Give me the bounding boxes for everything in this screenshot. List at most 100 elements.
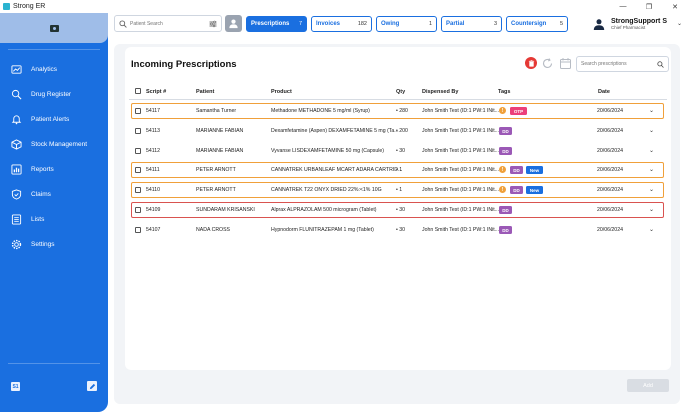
column-header-script[interactable]: Script # [146,89,167,95]
cell-date: 20/06/2024 [597,108,623,114]
table-row[interactable]: 54113 MARIANNE FABIAN Dexamfetamine (Asp… [131,123,664,139]
cell-date: 20/06/2024 [597,148,623,154]
prescription-search-box[interactable] [576,56,669,72]
table-row[interactable]: 54107 NADA CROSS Hypnodorm FLUNITRAZEPAM… [131,222,664,238]
chevron-down-icon[interactable]: ⌄ [649,207,655,213]
tab-label: Invoices [316,21,341,27]
chevron-down-icon[interactable]: ⌄ [649,108,655,114]
delete-button[interactable] [525,57,537,69]
sidebar-item-label: Lists [31,216,45,223]
tab-label: Prescriptions [251,21,290,27]
tab-partial[interactable]: Partial 3 [441,16,502,32]
column-header-patient[interactable]: Patient [196,89,215,95]
sidebar-header[interactable] [0,13,108,43]
camera-icon [49,24,59,32]
header-divider [129,99,667,100]
add-button[interactable]: Add [627,379,669,392]
cell-qty: • 30 [396,207,406,213]
close-button[interactable]: ✕ [672,3,678,11]
tag-dd: DD [499,127,512,135]
column-header-date[interactable]: Date [598,89,610,95]
row-checkbox[interactable] [135,148,141,154]
sidebar-item-lists[interactable]: Lists [0,207,108,232]
tab-invoices[interactable]: Invoices 182 [311,16,372,32]
sidebar-item-settings[interactable]: Settings [0,232,108,257]
chevron-down-icon[interactable]: ⌄ [649,148,655,154]
tag-dd: DD [499,226,512,234]
patient-profile-button[interactable] [225,15,242,32]
sidebar-item-claims[interactable]: Claims [0,182,108,207]
row-checkbox[interactable] [135,167,141,173]
column-header-qty[interactable]: Qty [396,89,406,95]
cell-product: CANNATREK URBANLEAF MCART ADARA CARTRID.… [271,167,403,173]
tag-dd: DD [510,186,523,194]
cell-date: 20/06/2024 [597,207,623,213]
sidebar-item-stock-management[interactable]: Stock Management [0,132,108,157]
pen-icon[interactable] [87,381,97,391]
sidebar-divider [8,49,100,50]
row-checkbox[interactable] [135,128,141,134]
cell-qty: • 200 [396,128,408,134]
refresh-icon[interactable] [541,57,554,70]
select-all-checkbox[interactable] [135,88,141,94]
row-checkbox[interactable] [135,187,141,193]
column-header-tags[interactable]: Tags [498,89,511,95]
cell-qty: • 1 [396,167,403,173]
patient-search-input[interactable] [130,20,200,27]
chevron-down-icon[interactable]: ⌄ [649,128,655,134]
minimize-button[interactable]: — [619,3,627,10]
tag-dd: DD [499,206,512,214]
row-checkbox[interactable] [135,108,141,114]
prescription-search-input[interactable] [581,61,651,67]
cell-qty: • 1 [396,187,403,193]
filter-sliders-icon[interactable] [209,20,217,28]
row-checkbox[interactable] [135,207,141,213]
table-row[interactable]: 54110 PETER ARNOTT CANNATREK T22 ONYX DR… [131,182,664,198]
column-header-product[interactable]: Product [271,89,292,95]
sidebar-item-label: Claims [31,191,51,198]
cell-product: CANNATREK T22 ONYX DRIED 22%:<1% 10G [271,187,382,193]
title-bar: Strong ER — ❐ ✕ [0,0,688,13]
sidebar-item-drug-register[interactable]: Drug Register [0,82,108,107]
cell-patient: SUNDARAM KRISANSKI [196,207,255,213]
cell-patient: PETER ARNOTT [196,187,236,193]
cell-date: 20/06/2024 [597,187,623,193]
tab-label: Countersign [511,21,547,27]
sidebar-item-patient-alerts[interactable]: Patient Alerts [0,107,108,132]
cell-script: 54107 [146,227,161,233]
cell-patient: NADA CROSS [196,227,231,233]
tab-count: 182 [357,21,367,27]
window-controls: — ❐ ✕ [610,0,688,13]
sidebar-item-label: Stock Management [31,141,88,148]
patient-search-box[interactable] [114,15,222,32]
window-title: Strong ER [13,3,46,10]
chevron-down-icon[interactable]: ⌄ [649,187,655,193]
tab-countersign[interactable]: Countersign 5 [506,16,568,32]
cell-qty: • 30 [396,227,406,233]
sidebar: Analytics Drug Register Patient Alerts S… [0,13,108,412]
row-checkbox[interactable] [135,227,141,233]
table-row[interactable]: 54117 Samantha Turner Methadone METHADON… [131,103,664,119]
user-avatar-icon [593,19,605,30]
tab-count: 1 [428,21,432,27]
sidebar-item-label: Patient Alerts [31,116,70,123]
user-profile-menu[interactable]: StrongSupport S Chief Pharmacist ⌄ [593,14,682,34]
table-row[interactable]: 54112 MARIANNE FABIAN Vyvanse LISDEXAMFE… [131,143,664,159]
maximize-button[interactable]: ❐ [645,3,653,11]
gear-icon [11,239,22,250]
sidebar-item-reports[interactable]: Reports [0,157,108,182]
user-icon [229,19,238,29]
store-badge[interactable]: S1 [11,382,20,391]
tab-prescriptions[interactable]: Prescriptions 7 [246,16,307,32]
analytics-icon [11,64,22,75]
table-row[interactable]: 54109 SUNDARAM KRISANSKI Alprax ALPRAZOL… [131,202,664,218]
calendar-icon[interactable] [559,57,572,70]
sidebar-item-analytics[interactable]: Analytics [0,57,108,82]
tab-owing[interactable]: Owing 1 [376,16,437,32]
chevron-down-icon[interactable]: ⌄ [649,167,655,173]
cell-product: Methadone METHADONE 5 mg/ml (Syrup) [271,108,370,114]
chevron-down-icon[interactable]: ⌄ [649,227,655,233]
tab-count: 7 [298,21,302,27]
table-row[interactable]: 54111 PETER ARNOTT CANNATREK URBANLEAF M… [131,162,664,178]
column-header-dispensed-by[interactable]: Dispensed By [422,89,459,95]
